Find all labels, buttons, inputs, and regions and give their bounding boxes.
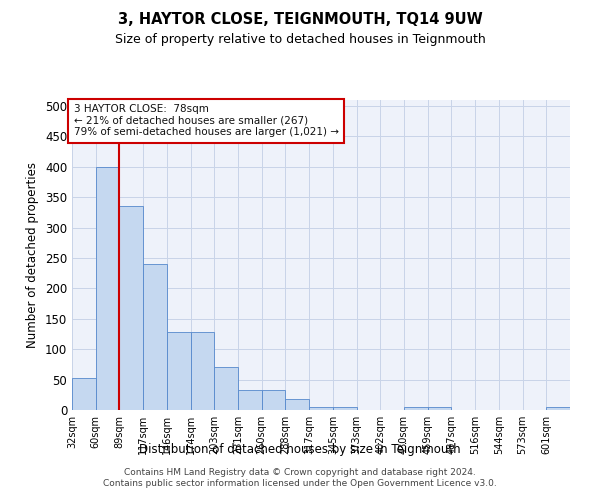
Bar xyxy=(119,206,143,410)
Text: 3 HAYTOR CLOSE:  78sqm
← 21% of detached houses are smaller (267)
79% of semi-de: 3 HAYTOR CLOSE: 78sqm ← 21% of detached … xyxy=(74,104,338,138)
Bar xyxy=(404,407,428,410)
Bar xyxy=(333,407,356,410)
Bar xyxy=(143,264,167,410)
Bar xyxy=(262,390,286,410)
Text: Distribution of detached houses by size in Teignmouth: Distribution of detached houses by size … xyxy=(139,442,461,456)
Bar xyxy=(191,332,214,410)
Bar xyxy=(238,390,262,410)
Y-axis label: Number of detached properties: Number of detached properties xyxy=(26,162,40,348)
Text: Contains HM Land Registry data © Crown copyright and database right 2024.
Contai: Contains HM Land Registry data © Crown c… xyxy=(103,468,497,487)
Bar xyxy=(428,407,451,410)
Bar xyxy=(309,407,333,410)
Bar xyxy=(214,368,238,410)
Bar xyxy=(72,378,96,410)
Bar xyxy=(286,399,309,410)
Bar xyxy=(167,332,191,410)
Text: Size of property relative to detached houses in Teignmouth: Size of property relative to detached ho… xyxy=(115,32,485,46)
Bar xyxy=(546,407,570,410)
Bar xyxy=(96,167,119,410)
Text: 3, HAYTOR CLOSE, TEIGNMOUTH, TQ14 9UW: 3, HAYTOR CLOSE, TEIGNMOUTH, TQ14 9UW xyxy=(118,12,482,28)
